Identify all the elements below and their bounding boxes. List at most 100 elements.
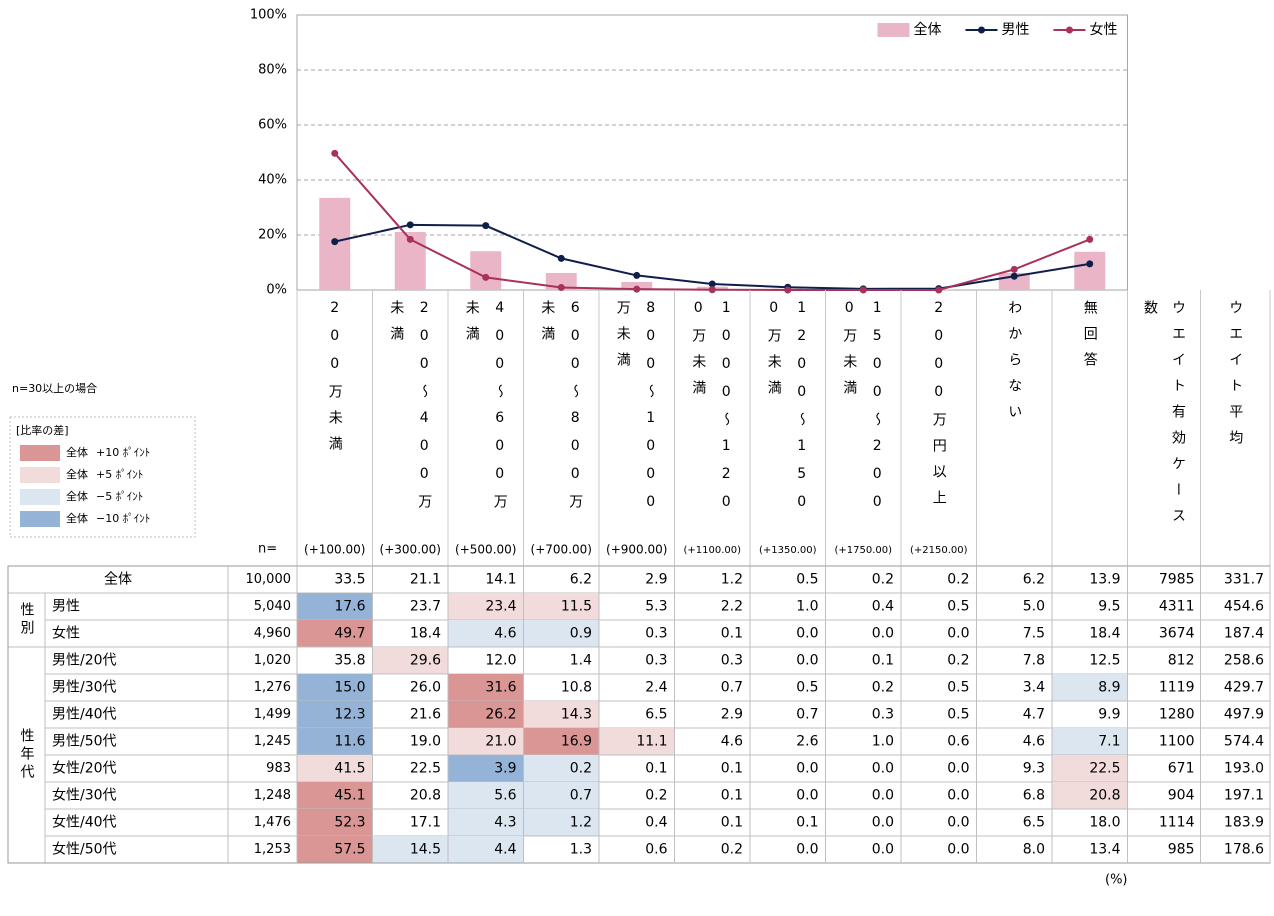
cell-value: 0.2 bbox=[570, 761, 592, 777]
legend-label: 男性 bbox=[1002, 22, 1030, 38]
cell-value: 7.1 bbox=[1098, 734, 1120, 750]
legend-label: 全体 bbox=[914, 22, 942, 38]
cell-shade bbox=[297, 701, 373, 728]
cell-shade bbox=[523, 782, 599, 809]
cell-value: 10.8 bbox=[561, 680, 592, 696]
legend-swatch bbox=[20, 445, 60, 461]
cell-value: 2.9 bbox=[645, 572, 667, 588]
cell-value: 14.1 bbox=[485, 572, 516, 588]
cell-value: 0.2 bbox=[872, 572, 894, 588]
legend-label: 全体 bbox=[66, 489, 88, 503]
category-wrap: 400～600万未満 bbox=[448, 300, 524, 540]
point bbox=[935, 286, 943, 294]
cell-shade bbox=[297, 728, 373, 755]
cell-value: 26.0 bbox=[410, 680, 441, 696]
category-label: 1500～2000万未満 bbox=[841, 300, 886, 522]
row-label: 女性/20代 bbox=[52, 761, 117, 777]
cell-value: 187.4 bbox=[1224, 626, 1264, 642]
cell-shade bbox=[523, 728, 599, 755]
cell-value: 4.3 bbox=[494, 815, 516, 831]
n-value: 4,960 bbox=[254, 626, 291, 641]
point bbox=[1086, 260, 1094, 268]
n-header: n= bbox=[258, 542, 277, 557]
column-header: ウエイト平均 bbox=[1227, 300, 1244, 456]
cell-value: 49.7 bbox=[334, 626, 365, 642]
point bbox=[859, 286, 867, 294]
cell-value: 3.9 bbox=[494, 761, 516, 777]
legend-title: [比率の差] bbox=[16, 424, 69, 437]
category-label: 600～800万未満 bbox=[539, 300, 584, 520]
cell-shade bbox=[372, 647, 448, 674]
legend-label: −10 ﾎﾟｲﾝﾄ bbox=[96, 512, 150, 525]
cell-value: 8.9 bbox=[1098, 680, 1120, 696]
cell-shade bbox=[599, 728, 675, 755]
y-tick-label: 100% bbox=[250, 8, 287, 23]
cell-shade bbox=[448, 836, 524, 863]
cell-value: 9.5 bbox=[1098, 599, 1120, 615]
cell-value: 2.9 bbox=[721, 707, 743, 723]
cell-shade bbox=[1052, 782, 1128, 809]
cell-shade bbox=[448, 782, 524, 809]
cell-value: 0.5 bbox=[796, 572, 818, 588]
table-frame bbox=[7, 565, 1271, 864]
row-label: 全体 bbox=[104, 572, 132, 588]
cell-value: 0.7 bbox=[570, 788, 592, 804]
category-wrap: 200～400万未満 bbox=[373, 300, 449, 540]
cell-value: 0.2 bbox=[947, 572, 969, 588]
cell-value: 13.9 bbox=[1089, 572, 1120, 588]
cell-value: 904 bbox=[1168, 788, 1195, 804]
cell-value: 0.1 bbox=[796, 815, 818, 831]
cell-value: 1.3 bbox=[570, 842, 592, 858]
cell-value: 8.0 bbox=[1023, 842, 1045, 858]
cell-value: 0.3 bbox=[721, 653, 743, 669]
category-label: 1000～1200万未満 bbox=[690, 300, 735, 522]
cell-value: 12.0 bbox=[485, 653, 516, 669]
legend-label: +10 ﾎﾟｲﾝﾄ bbox=[96, 446, 150, 459]
cell-value: 29.6 bbox=[410, 653, 441, 669]
category-wrap: 1000～1200万未満 bbox=[675, 300, 751, 540]
cell-shade bbox=[523, 755, 599, 782]
cell-value: 7985 bbox=[1159, 572, 1195, 588]
category-wrap: 1500～2000万未満 bbox=[826, 300, 902, 540]
n-value: 1,245 bbox=[254, 734, 291, 749]
cell-value: 3674 bbox=[1159, 626, 1195, 642]
row-label: 男性/40代 bbox=[52, 707, 117, 723]
point bbox=[1010, 265, 1018, 273]
cell-shade bbox=[448, 728, 524, 755]
y-tick-label: 0% bbox=[266, 283, 287, 298]
cell-value: 4.4 bbox=[494, 842, 516, 858]
cell-value: 0.3 bbox=[872, 707, 894, 723]
n-value: 5,040 bbox=[254, 599, 291, 614]
cell-value: 2.4 bbox=[645, 680, 667, 696]
midpoint-label: (+1100.00) bbox=[683, 545, 741, 556]
cell-value: 1.2 bbox=[721, 572, 743, 588]
cell-shade bbox=[448, 674, 524, 701]
column-header-wrap: ウエイト平均 bbox=[1201, 300, 1271, 540]
cell-value: 1114 bbox=[1159, 815, 1195, 831]
legend-swatch bbox=[1066, 26, 1073, 34]
legend-label: 全体 bbox=[66, 467, 88, 481]
cell-value: 0.1 bbox=[721, 626, 743, 642]
cell-shade bbox=[1052, 674, 1128, 701]
point bbox=[633, 285, 641, 293]
column-header-wrap: ウエイト有効ケース数 bbox=[1128, 300, 1201, 540]
cell-value: 17.1 bbox=[410, 815, 441, 831]
cell-shade bbox=[297, 674, 373, 701]
cell-value: 21.0 bbox=[485, 734, 516, 750]
cell-value: 197.1 bbox=[1224, 788, 1264, 804]
cell-value: 2.2 bbox=[721, 599, 743, 615]
point bbox=[557, 284, 565, 292]
cell-shade bbox=[523, 593, 599, 620]
cell-value: 0.1 bbox=[721, 761, 743, 777]
cell-value: 1.0 bbox=[872, 734, 894, 750]
row-label: 男性/20代 bbox=[52, 653, 117, 669]
category-label: 無回答 bbox=[1081, 300, 1098, 378]
category-label: 2000万円以上 bbox=[930, 300, 947, 516]
cell-value: 0.0 bbox=[947, 842, 969, 858]
cell-value: 20.8 bbox=[410, 788, 441, 804]
row-label: 女性 bbox=[52, 626, 80, 642]
cell-value: 6.8 bbox=[1023, 788, 1045, 804]
midpoint-label: (+1350.00) bbox=[759, 545, 817, 556]
cell-value: 1119 bbox=[1159, 680, 1195, 696]
legend-swatch bbox=[20, 489, 60, 505]
